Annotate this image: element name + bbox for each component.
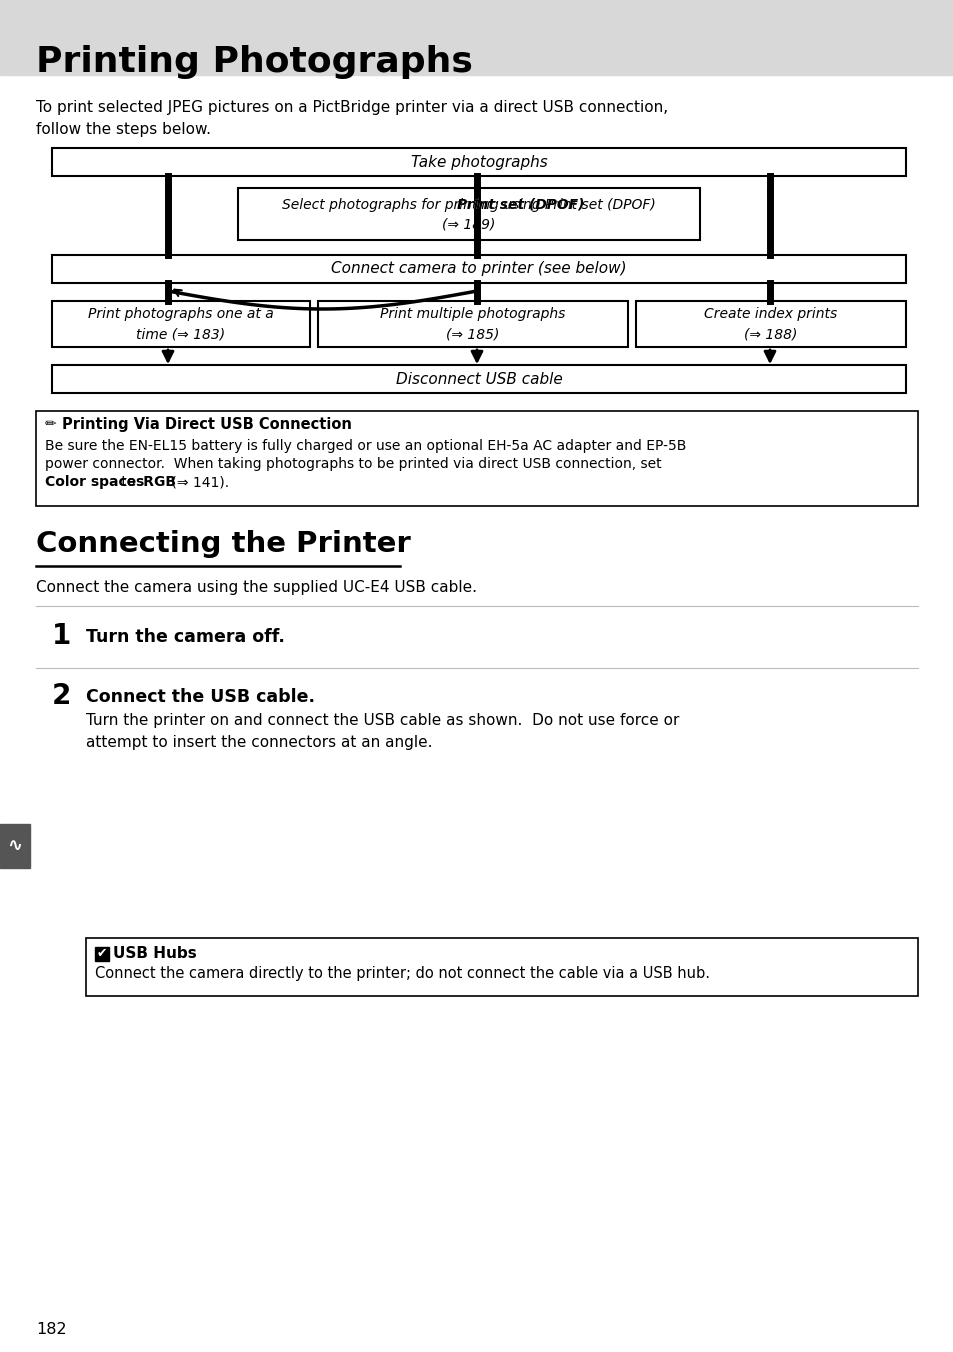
Text: Create index prints: Create index prints: [703, 307, 837, 320]
Text: To print selected JPEG pictures on a PictBridge printer via a direct USB connect: To print selected JPEG pictures on a Pic…: [36, 100, 667, 137]
Text: (⇒ 189): (⇒ 189): [442, 218, 496, 231]
Text: Printing Photographs: Printing Photographs: [36, 45, 473, 78]
Text: (⇒ 188): (⇒ 188): [743, 327, 797, 341]
Text: Connect the camera directly to the printer; do not connect the cable via a USB h: Connect the camera directly to the print…: [95, 965, 709, 982]
Text: Printing Via Direct USB Connection: Printing Via Direct USB Connection: [62, 416, 352, 431]
Bar: [317, 301, 627, 347]
Text: Be sure the EN-EL15 battery is fully charged or use an optional EH-5a AC adapter: Be sure the EN-EL15 battery is fully cha…: [45, 439, 685, 453]
Text: Print set (DPOF): Print set (DPOF): [456, 197, 584, 212]
Bar: [636, 301, 905, 347]
Bar: [36, 411, 917, 506]
Text: Connect the camera using the supplied UC-E4 USB cable.: Connect the camera using the supplied UC…: [36, 580, 476, 595]
Text: Turn the camera off.: Turn the camera off.: [86, 627, 285, 646]
Text: power connector.  When taking photographs to be printed via direct USB connectio: power connector. When taking photographs…: [45, 457, 661, 470]
Bar: [52, 301, 310, 347]
Text: Turn the printer on and connect the USB cable as shown.  Do not use force or
att: Turn the printer on and connect the USB …: [86, 713, 679, 749]
Text: Connect the USB cable.: Connect the USB cable.: [86, 688, 314, 706]
Text: 2: 2: [52, 681, 71, 710]
Bar: [52, 365, 905, 393]
Bar: [86, 938, 917, 996]
Text: to: to: [117, 475, 139, 489]
Text: (⇒ 185): (⇒ 185): [446, 327, 499, 341]
Text: Select photographs for printing using ​Print set (DPOF): Select photographs for printing using ​P…: [282, 197, 656, 212]
Text: ∿: ∿: [8, 837, 23, 854]
Text: Connect camera to printer (see below): Connect camera to printer (see below): [331, 261, 626, 277]
Text: Connecting the Printer: Connecting the Printer: [36, 530, 411, 558]
Bar: [237, 188, 700, 241]
Bar: [52, 256, 905, 283]
Text: Print set (DPOF): Print set (DPOF): [456, 197, 584, 212]
Text: Color space: Color space: [45, 475, 136, 489]
Text: USB Hubs: USB Hubs: [112, 946, 196, 961]
Bar: [95, 946, 109, 961]
Text: time (⇒ 183): time (⇒ 183): [136, 327, 225, 341]
Bar: [52, 147, 905, 176]
Bar: [0, 823, 30, 868]
Text: Take photographs: Take photographs: [410, 154, 547, 169]
Text: (⇒ 141).: (⇒ 141).: [167, 475, 229, 489]
Text: Disconnect USB cable: Disconnect USB cable: [395, 372, 561, 387]
Text: ✔: ✔: [96, 948, 107, 960]
Bar: [0, 0, 953, 74]
Text: ✏: ✏: [44, 416, 56, 431]
Text: Print photographs one at a: Print photographs one at a: [88, 307, 274, 320]
Text: Print multiple photographs: Print multiple photographs: [380, 307, 565, 320]
Text: 182: 182: [36, 1322, 67, 1337]
Text: sRGB: sRGB: [135, 475, 175, 489]
Text: 1: 1: [52, 622, 71, 650]
